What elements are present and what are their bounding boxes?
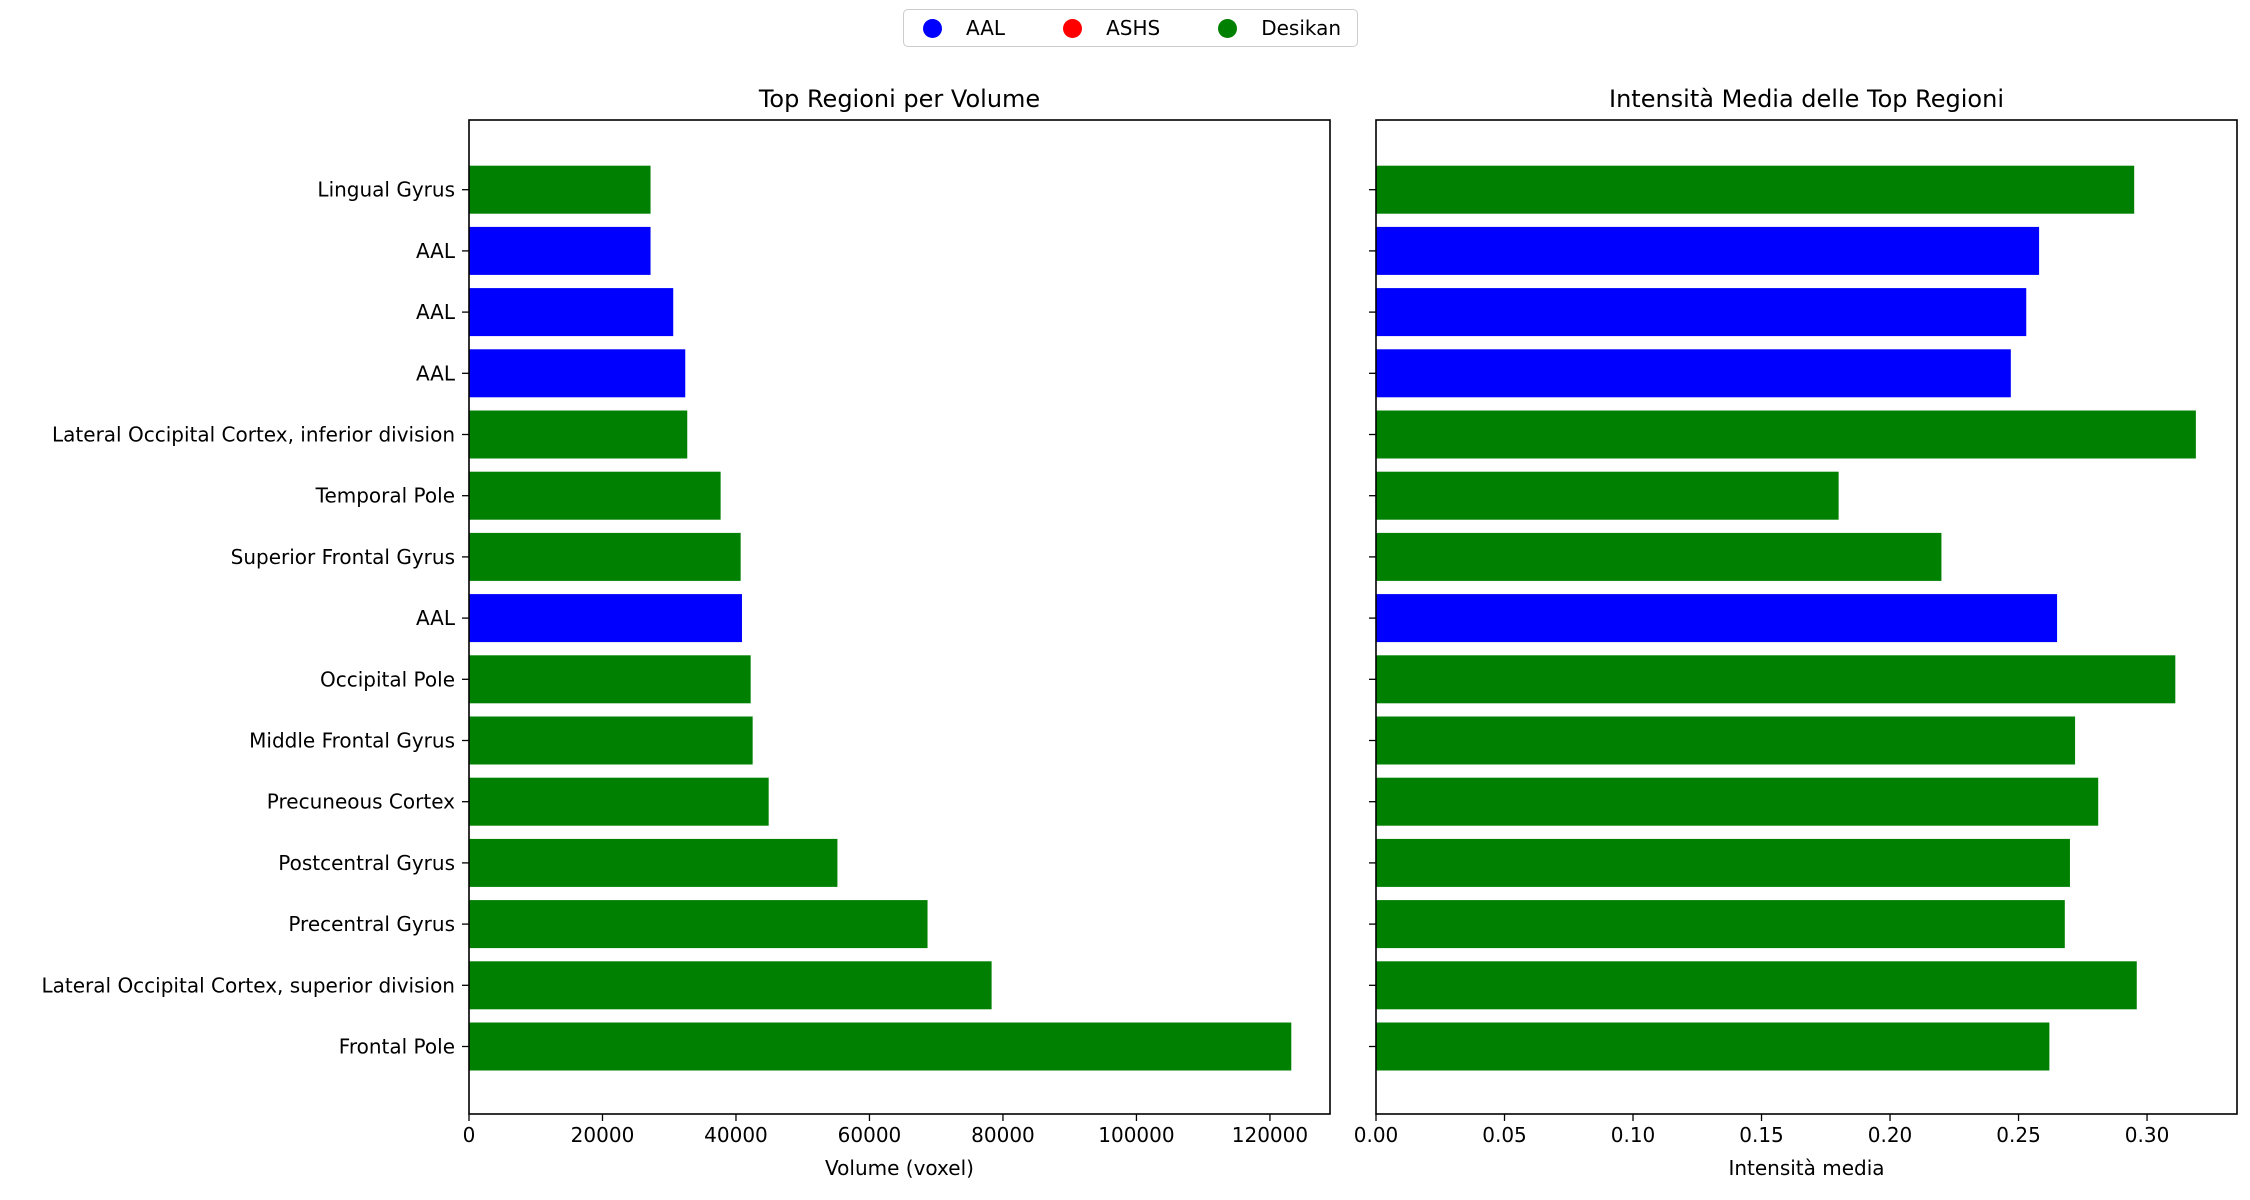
- bar-7: [469, 655, 751, 704]
- legend: AAL ASHS Desikan: [903, 9, 1358, 47]
- bar-13: [1376, 288, 2027, 337]
- bar-15: [1376, 165, 2135, 214]
- bar-5: [469, 777, 769, 826]
- x-tick-label-1: 0: [463, 1123, 476, 1147]
- x-tick-label-6: 100000: [1098, 1123, 1174, 1147]
- bar-9: [1376, 532, 1942, 581]
- bar-4: [469, 838, 838, 887]
- chart-title: Intensità Media delle Top Regioni: [1609, 85, 2004, 113]
- y-tick-label-1: Frontal Pole: [339, 1035, 455, 1059]
- intensity-chart: 0.00 0.05 0.10 0.15 0.20 0.25 0.30 Intensità Me…: [1354, 85, 2238, 1180]
- legend-label-ashs: ASHS: [1106, 16, 1161, 40]
- x-tick-label-5: 0.20: [1868, 1123, 1913, 1147]
- y-tick-label-9: Superior Frontal Gyrus: [231, 545, 455, 569]
- x-tick-label-2: 20000: [571, 1123, 635, 1147]
- x-tick-label-3: 0.10: [1611, 1123, 1656, 1147]
- y-tick-label-2: Lateral Occipital Cortex, superior divis…: [42, 973, 456, 997]
- plot-frame: [1375, 119, 2238, 1115]
- x-tick-label-7: 120000: [1232, 1123, 1308, 1147]
- bar-10: [1376, 471, 1839, 520]
- y-tick-label-4: Postcentral Gyrus: [278, 851, 455, 875]
- x-tick-label-7: 0.30: [2125, 1123, 2170, 1147]
- bar-1: [469, 1022, 1292, 1071]
- y-tick-label-10: Temporal Pole: [315, 484, 455, 508]
- bar-5: [1376, 777, 2099, 826]
- bar-14: [1376, 226, 2040, 275]
- plot-frame: [468, 119, 1331, 1115]
- y-tick-label-7: Occipital Pole: [320, 667, 455, 691]
- x-tick-label-3: 40000: [704, 1123, 768, 1147]
- volume-chart: Frontal Pole Lateral Occipital Cortex, su…: [42, 85, 1331, 1180]
- x-axis-label: Intensità media: [1728, 1156, 1884, 1180]
- legend-item-desikan: Desikan: [1218, 16, 1341, 40]
- bar-9: [469, 532, 741, 581]
- y-tick-label-14: AAL: [416, 239, 456, 263]
- bar-3: [1376, 900, 2065, 949]
- y-tick-label-11: Lateral Occipital Cortex, inferior divis…: [52, 423, 455, 447]
- bar-15: [469, 165, 651, 214]
- bar-1: [1376, 1022, 2050, 1071]
- y-tick-label-3: Precentral Gyrus: [288, 912, 455, 936]
- x-tick-label-2: 0.05: [1482, 1123, 1527, 1147]
- legend-marker-desikan: [1218, 18, 1238, 38]
- bar-12: [1376, 349, 2011, 398]
- x-axis-label: Volume (voxel): [825, 1156, 974, 1180]
- bar-3: [469, 900, 928, 949]
- bar-10: [469, 471, 721, 520]
- legend-item-aal: AAL: [923, 16, 1005, 40]
- bar-13: [469, 288, 674, 337]
- bar-11: [1376, 410, 2196, 459]
- x-tick-label-4: 0.15: [1739, 1123, 1784, 1147]
- x-tick-label-5: 80000: [971, 1123, 1035, 1147]
- y-tick-label-8: AAL: [416, 606, 456, 630]
- x-tick-label-1: 0.00: [1354, 1123, 1399, 1147]
- legend-label-aal: AAL: [966, 16, 1006, 40]
- bar-4: [1376, 838, 2070, 887]
- bar-2: [1376, 961, 2137, 1010]
- bar-8: [469, 594, 742, 643]
- chart-title: Top Regioni per Volume: [758, 85, 1040, 113]
- bar-12: [469, 349, 686, 398]
- legend-marker-ashs: [1063, 18, 1083, 38]
- y-tick-label-6: Middle Frontal Gyrus: [249, 729, 455, 753]
- bar-8: [1376, 594, 2058, 643]
- bar-6: [1376, 716, 2076, 765]
- bar-14: [469, 226, 651, 275]
- y-tick-label-15: Lingual Gyrus: [317, 178, 455, 202]
- x-tick-label-4: 60000: [838, 1123, 902, 1147]
- legend-label-desikan: Desikan: [1261, 16, 1342, 40]
- x-tick-label-6: 0.25: [1996, 1123, 2041, 1147]
- legend-item-ashs: ASHS: [1063, 16, 1160, 40]
- y-tick-label-13: AAL: [416, 300, 456, 324]
- bar-11: [469, 410, 688, 459]
- bar-6: [469, 716, 753, 765]
- y-tick-label-5: Precuneous Cortex: [267, 790, 455, 814]
- y-tick-label-12: AAL: [416, 361, 456, 385]
- bar-7: [1376, 655, 2176, 704]
- bar-2: [469, 961, 992, 1010]
- legend-marker-aal: [923, 18, 942, 38]
